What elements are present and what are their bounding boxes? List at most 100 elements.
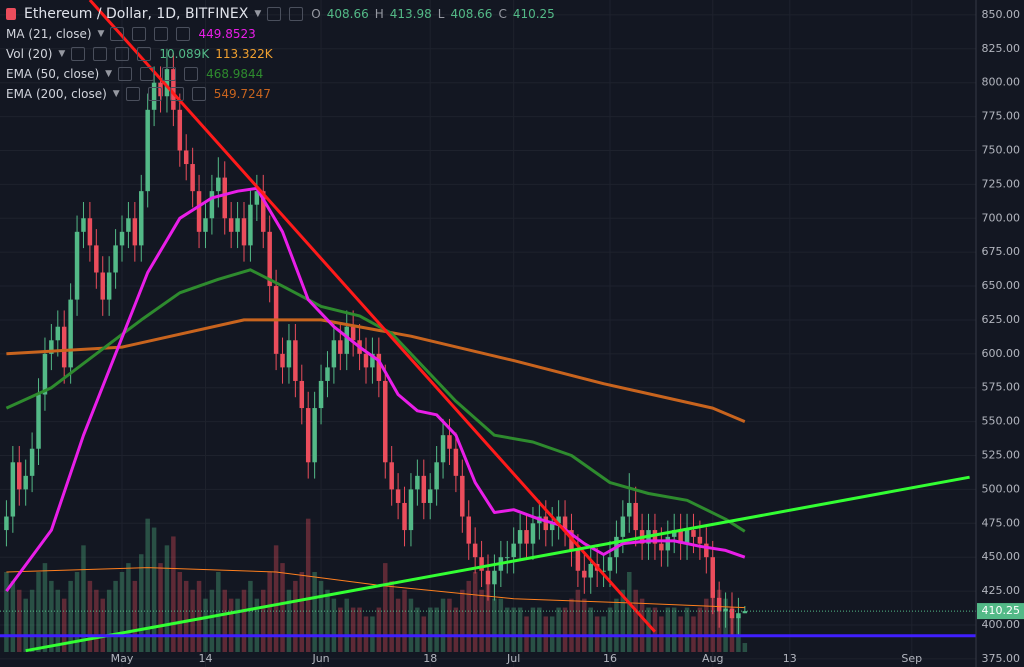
indicator-icon[interactable] <box>137 47 152 61</box>
candle-body <box>132 218 138 246</box>
indicator-icon[interactable] <box>93 47 108 61</box>
volume-bar <box>273 545 279 652</box>
volume-bar <box>23 598 28 652</box>
volume-bar <box>325 589 330 652</box>
indicator-icon[interactable] <box>125 87 140 101</box>
indicator-icon[interactable] <box>184 67 199 81</box>
last-price-label: 410.25 <box>982 604 1021 617</box>
volume-bar <box>344 598 349 652</box>
volume-bar <box>383 563 388 652</box>
candle-body <box>447 435 452 449</box>
x-tick-label: 16 <box>603 652 617 665</box>
x-tick-label: May <box>111 652 134 665</box>
volume-bar <box>415 607 420 652</box>
y-tick-label: 825.00 <box>982 42 1021 55</box>
candle-body <box>492 570 497 585</box>
volume-bar <box>691 616 696 652</box>
x-tick-label: Jun <box>311 652 329 665</box>
indicator-icon[interactable] <box>132 27 147 41</box>
caret[interactable]: ▼ <box>112 89 120 99</box>
ohlc-label: H <box>374 7 384 21</box>
volume-bar <box>81 545 86 652</box>
volume-bar <box>370 616 375 652</box>
candle-body <box>671 530 677 537</box>
indicator-row: EMA (50, close) ▼ 468.9844 <box>6 64 555 84</box>
candle-body <box>151 82 157 110</box>
volume-bar <box>55 589 61 652</box>
caret[interactable]: ▼ <box>105 69 113 79</box>
indicator-icon[interactable] <box>110 27 125 41</box>
volume-bar <box>517 607 523 652</box>
ohlc-value: 410.25 <box>512 7 555 21</box>
indicator-name[interactable]: EMA (200, close) <box>6 87 107 101</box>
volume-bar <box>505 607 510 652</box>
volume-bar <box>228 598 234 652</box>
y-tick-label: 475.00 <box>982 516 1021 529</box>
candle-body <box>29 448 35 476</box>
ohlc-value: 408.66 <box>450 7 493 21</box>
volume-bar <box>293 580 298 652</box>
volume-bar <box>627 572 632 652</box>
candle-body <box>68 299 73 368</box>
caret[interactable]: ▼ <box>254 9 262 19</box>
candle-body <box>312 408 317 463</box>
indicator-icon[interactable] <box>162 67 177 81</box>
indicator-icon[interactable] <box>191 87 206 101</box>
volume-bar <box>466 580 471 652</box>
indicator-icon[interactable] <box>169 87 184 101</box>
candle-body <box>472 543 478 558</box>
volume-bar <box>126 563 131 652</box>
candle-body <box>601 570 606 572</box>
candle-body <box>549 523 555 531</box>
candle-body <box>402 502 407 531</box>
indicator-icon[interactable] <box>71 47 86 61</box>
candle-body <box>710 557 715 598</box>
y-tick-label: 550.00 <box>982 415 1021 428</box>
indicator-name[interactable]: EMA (50, close) <box>6 67 100 81</box>
indicator-icon[interactable] <box>118 67 133 81</box>
indicator-name[interactable]: MA (21, close) <box>6 27 92 41</box>
candle-body <box>106 272 112 300</box>
volume-bar <box>742 643 748 652</box>
hide-icon[interactable] <box>289 7 304 21</box>
volume-bar <box>106 589 112 652</box>
indicator-icon[interactable] <box>154 27 169 41</box>
volume-bar <box>164 545 170 652</box>
candle-body <box>196 191 202 232</box>
indicator-icon[interactable] <box>115 47 130 61</box>
indicator-icon[interactable] <box>147 87 162 101</box>
candles <box>4 48 748 635</box>
caret[interactable]: ▼ <box>58 49 66 59</box>
volume-bar <box>94 589 99 652</box>
candle-body <box>582 570 587 578</box>
symbol-icon <box>6 8 16 20</box>
volume-bar <box>524 616 529 652</box>
candle-body <box>61 326 67 368</box>
line <box>6 318 746 423</box>
candle-body <box>119 231 125 246</box>
candle-body <box>318 380 324 409</box>
volume-bar <box>453 607 459 652</box>
indicator-icon[interactable] <box>176 27 191 41</box>
lines <box>0 0 976 653</box>
ohlc-label: C <box>498 7 507 21</box>
indicator-name[interactable]: Vol (20) <box>6 47 53 61</box>
caret[interactable]: ▼ <box>97 29 105 39</box>
indicator-icon[interactable] <box>140 67 155 81</box>
candle-body <box>729 608 735 619</box>
candle-body <box>94 245 99 273</box>
volume-bar <box>312 572 317 652</box>
candle-body <box>286 340 292 368</box>
y-tick-label: 600.00 <box>982 347 1021 360</box>
volume-bar <box>49 580 54 652</box>
candle-body <box>723 608 728 612</box>
volume-bar <box>639 598 645 652</box>
settings-icon[interactable] <box>267 7 282 21</box>
candle-body <box>171 69 176 110</box>
candle-body <box>691 530 696 537</box>
volume-bar <box>119 572 125 652</box>
symbol-title[interactable]: Ethereum / Dollar, 1D, BITFINEX <box>24 6 249 22</box>
volume-bar <box>530 607 536 652</box>
